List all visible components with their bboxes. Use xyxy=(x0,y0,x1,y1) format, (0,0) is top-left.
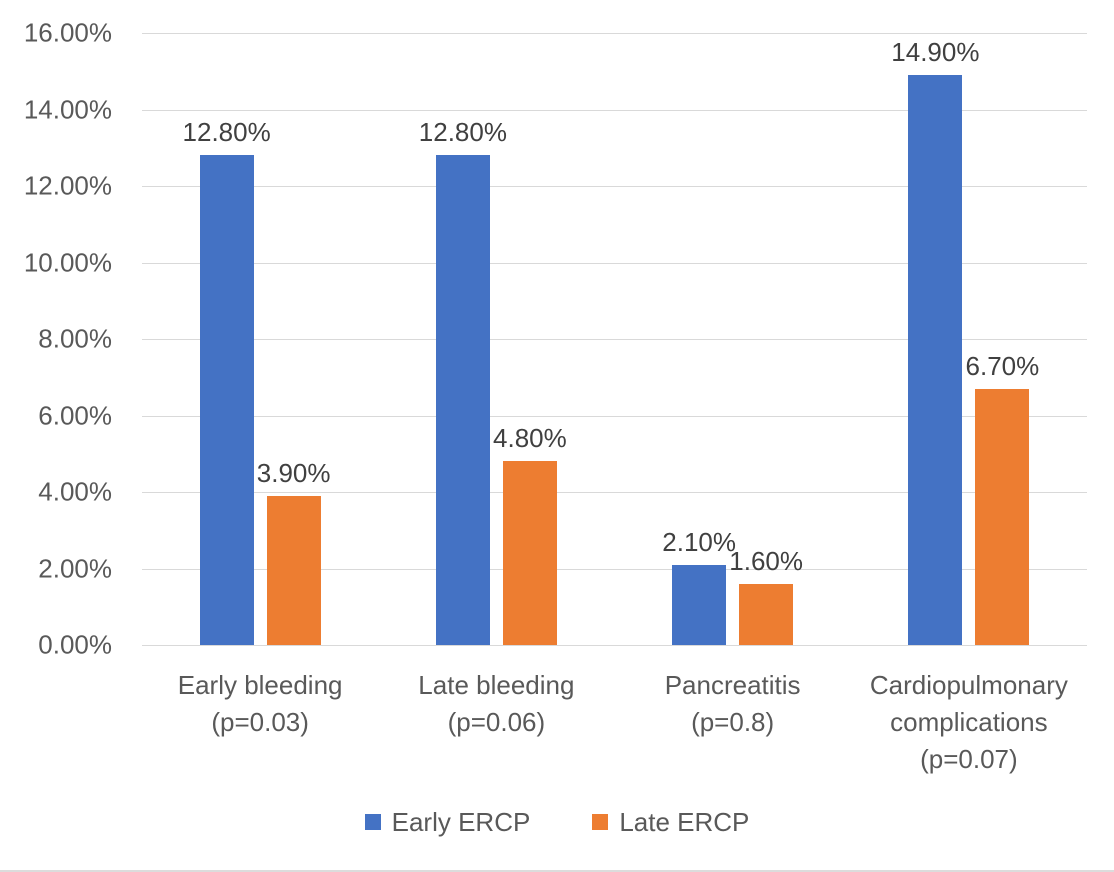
bar-pair: 12.80% 4.80% xyxy=(378,33,614,645)
legend: Early ERCP Late ERCP xyxy=(0,800,1114,844)
y-axis-tick-label: 10.00% xyxy=(23,247,112,277)
category-group: 2.10% 1.60% Pancreatitis (p=0.8) xyxy=(615,33,851,737)
y-axis-tick-labels: 0.00% 2.00% 4.00% 6.00% 8.00% 10.00% 12.00% 14.… xyxy=(0,18,112,660)
bar-groups: 12.80% 3.90% Early bleeding (p=0.03) 12.80%… xyxy=(142,33,1087,774)
legend-label: Early ERCP xyxy=(391,806,531,837)
x-axis-category-label: Pancreatitis (p=0.8) xyxy=(664,670,801,737)
gridline xyxy=(142,109,1087,111)
category-group: 12.80% 3.90% Early bleeding (p=0.03) xyxy=(142,33,378,737)
bar-column: 3.90% xyxy=(257,33,330,645)
x-axis-category-label: Early bleeding (p=0.03) xyxy=(177,670,343,737)
y-axis-tick-label: 16.00% xyxy=(23,17,112,48)
y-axis-tick-label: 2.00% xyxy=(38,553,112,583)
bar-pair: 12.80% 3.90% xyxy=(142,33,378,645)
data-label: 6.70% xyxy=(965,350,1040,381)
bar-column: 12.80% xyxy=(419,33,507,645)
bar-pair: 14.90% 6.70% xyxy=(851,33,1087,645)
gridline xyxy=(142,568,1087,570)
bar-pair: 2.10% 1.60% xyxy=(615,33,851,645)
bar-late-ercp xyxy=(502,461,557,645)
data-label: 12.80% xyxy=(182,117,271,148)
x-axis-category-label: Cardiopulmonary complications (p=0.07) xyxy=(869,670,1068,774)
gridline xyxy=(142,186,1087,187)
gridline xyxy=(142,262,1087,264)
y-axis-tick-label: 4.00% xyxy=(38,476,112,507)
data-label: 1.60% xyxy=(729,545,803,576)
gridline xyxy=(142,492,1087,493)
bottom-divider-line xyxy=(0,870,1114,872)
category-group: 14.90% 6.70% Cardiopulmonary complications… xyxy=(851,33,1087,774)
gridline xyxy=(142,339,1087,340)
y-axis-tick-label: 14.00% xyxy=(23,94,112,124)
bar-column: 4.80% xyxy=(493,33,567,645)
gridline xyxy=(142,33,1087,34)
y-axis-tick-label: 6.00% xyxy=(38,400,112,430)
data-label: 3.90% xyxy=(256,457,331,488)
legend-swatch-icon xyxy=(364,814,381,830)
data-label: 2.10% xyxy=(662,526,736,557)
y-axis-tick-label: 8.00% xyxy=(38,323,112,354)
legend-item-late-ercp: Late ERCP xyxy=(592,807,749,838)
data-label: 4.80% xyxy=(493,423,567,454)
x-axis-category-label: Late bleeding (p=0.06) xyxy=(418,670,575,737)
data-label: 14.90% xyxy=(891,37,980,68)
data-label: 12.80% xyxy=(418,117,507,148)
y-axis-tick-label: 12.00% xyxy=(23,170,112,201)
bar-late-ercp xyxy=(975,388,1030,645)
legend-label: Late ERCP xyxy=(619,806,750,837)
bar-early-ercp xyxy=(435,155,490,645)
bar-column: 1.60% xyxy=(729,33,803,645)
bar-early-ercp xyxy=(672,564,727,645)
bar-column: 12.80% xyxy=(183,33,271,645)
bar-late-ercp xyxy=(266,495,321,645)
bar-column: 2.10% xyxy=(662,33,736,645)
legend-item-early-ercp: Early ERCP xyxy=(364,806,531,838)
legend-swatch-icon xyxy=(592,814,609,830)
bar-column: 14.90% xyxy=(891,33,979,645)
bar-early-ercp xyxy=(199,155,254,645)
y-axis-tick-label: 0.00% xyxy=(38,629,112,660)
category-group: 12.80% 4.80% Late bleeding (p=0.06) xyxy=(378,33,614,737)
gridline xyxy=(142,415,1087,417)
bar-column: 6.70% xyxy=(966,33,1039,645)
bar-late-ercp xyxy=(739,583,794,645)
plot-area: 12.80% 3.90% Early bleeding (p=0.03) 12.80%… xyxy=(142,33,1087,774)
gridline xyxy=(142,645,1087,646)
bar-early-ercp xyxy=(908,75,963,645)
